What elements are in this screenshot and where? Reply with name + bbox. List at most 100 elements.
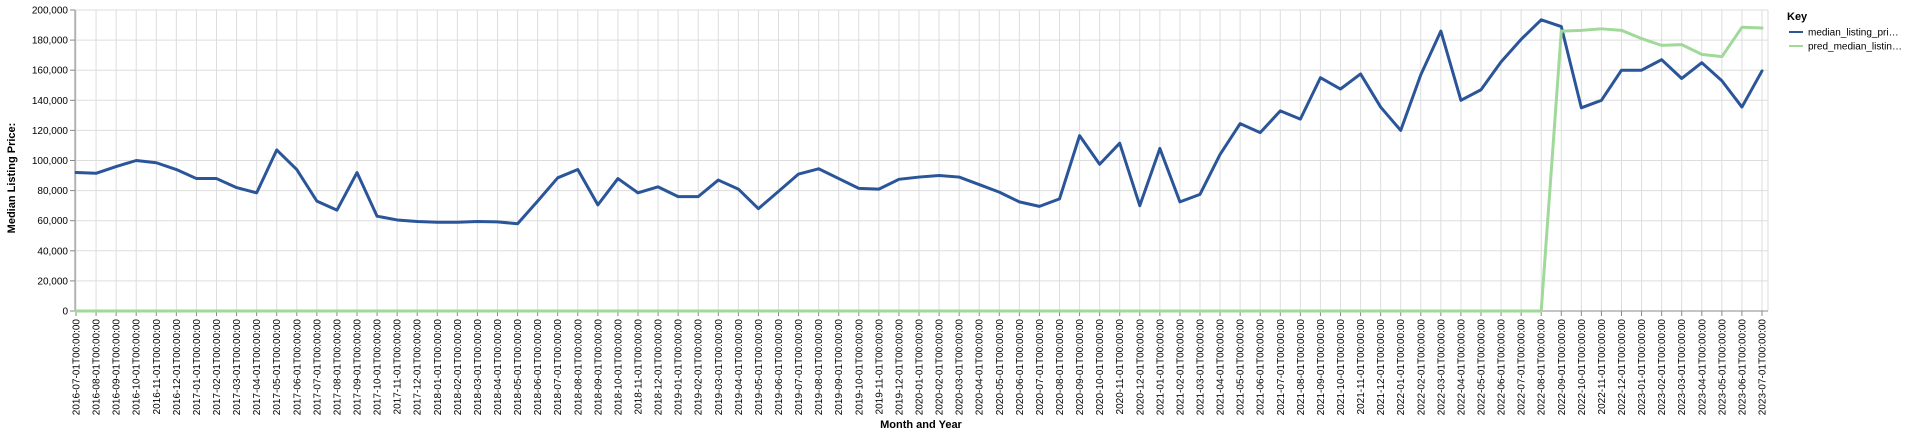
x-tick-label: 2017-02-01T00:00:00 — [212, 319, 223, 416]
x-tick-label: 2019-01-01T00:00:00 — [674, 319, 685, 416]
x-tick-label: 2019-08-01T00:00:00 — [814, 319, 825, 416]
x-tick-label: 2021-05-01T00:00:00 — [1236, 319, 1247, 416]
x-tick-label: 2019-09-01T00:00:00 — [834, 319, 845, 416]
x-tick-label: 2017-11-01T00:00:00 — [393, 319, 404, 415]
x-tick-label: 2023-04-01T00:00:00 — [1697, 319, 1708, 416]
y-tick-label: 20,000 — [37, 276, 68, 287]
x-tick-label: 2019-04-01T00:00:00 — [734, 319, 745, 416]
x-tick-label: 2020-12-01T00:00:00 — [1135, 319, 1146, 416]
x-tick-label: 2017-06-01T00:00:00 — [292, 319, 303, 416]
x-tick-label: 2017-04-01T00:00:00 — [252, 319, 263, 416]
x-tick-label: 2020-04-01T00:00:00 — [975, 319, 986, 416]
x-tick-label: 2018-11-01T00:00:00 — [634, 319, 645, 415]
x-tick-label: 2019-02-01T00:00:00 — [694, 319, 705, 416]
x-tick-label: 2021-09-01T00:00:00 — [1316, 319, 1327, 416]
x-tick-label: 2019-05-01T00:00:00 — [754, 319, 765, 416]
x-tick-label: 2018-03-01T00:00:00 — [473, 319, 484, 416]
x-tick-label: 2023-07-01T00:00:00 — [1758, 319, 1769, 416]
x-tick-label: 2022-11-01T00:00:00 — [1597, 319, 1608, 415]
x-tick-label: 2020-02-01T00:00:00 — [935, 319, 946, 416]
x-tick-label: 2017-12-01T00:00:00 — [413, 319, 424, 416]
y-axis: 0 20,000 40,000 60,000 80,000 100,000 120,000 1… — [32, 6, 76, 318]
x-tick-label: 2020-01-01T00:00:00 — [915, 319, 926, 416]
x-tick-label: 2021-08-01T00:00:00 — [1296, 319, 1307, 416]
x-tick-label: 2018-04-01T00:00:00 — [493, 319, 504, 416]
y-tick-label: 80,000 — [37, 186, 68, 197]
x-tick-label: 2021-10-01T00:00:00 — [1336, 319, 1347, 416]
x-tick-label: 2018-06-01T00:00:00 — [533, 319, 544, 416]
x-tick-label: 2020-09-01T00:00:00 — [1075, 319, 1086, 416]
y-tick-label: 60,000 — [37, 216, 68, 227]
x-tick-label: 2022-06-01T00:00:00 — [1497, 319, 1508, 416]
x-tick-label: 2019-07-01T00:00:00 — [794, 319, 805, 416]
x-tick-label: 2017-10-01T00:00:00 — [373, 319, 384, 416]
x-tick-label: 2019-12-01T00:00:00 — [894, 319, 905, 416]
x-tick-label: 2021-07-01T00:00:00 — [1276, 319, 1287, 416]
x-tick-label: 2020-05-01T00:00:00 — [995, 319, 1006, 416]
x-tick-label: 2020-06-01T00:00:00 — [1015, 319, 1026, 416]
x-tick-label: 2023-06-01T00:00:00 — [1737, 319, 1748, 416]
x-tick-label: 2021-12-01T00:00:00 — [1376, 319, 1387, 416]
x-tick-label: 2019-10-01T00:00:00 — [854, 319, 865, 416]
x-tick-label: 2023-03-01T00:00:00 — [1677, 319, 1688, 416]
y-tick-label: 120,000 — [32, 126, 69, 137]
x-tick-label: 2018-07-01T00:00:00 — [553, 319, 564, 416]
y-axis-title: Median Listing Price: — [6, 123, 18, 234]
x-tick-label: 2022-05-01T00:00:00 — [1477, 319, 1488, 416]
x-tick-label: 2020-10-01T00:00:00 — [1095, 319, 1106, 416]
y-tick-label: 180,000 — [32, 36, 69, 47]
gridlines — [75, 9, 1769, 312]
x-tick-label: 2016-09-01T00:00:00 — [112, 319, 123, 416]
series-line-2 — [74, 25, 1764, 313]
y-tick-label: 200,000 — [32, 6, 69, 17]
x-tick-label: 2022-12-01T00:00:00 — [1617, 319, 1628, 416]
x-tick-label: 2016-08-01T00:00:00 — [92, 319, 103, 416]
x-tick-label: 2021-04-01T00:00:00 — [1216, 319, 1227, 416]
x-tick-label: 2017-07-01T00:00:00 — [312, 319, 323, 416]
x-tick-label: 2018-10-01T00:00:00 — [613, 319, 624, 416]
x-tick-label: 2022-10-01T00:00:00 — [1577, 319, 1588, 416]
y-tick-label: 140,000 — [32, 96, 69, 107]
x-tick-label: 2021-11-01T00:00:00 — [1356, 319, 1367, 415]
x-tick-label: 2020-03-01T00:00:00 — [955, 319, 966, 416]
x-tick-label: 2019-06-01T00:00:00 — [774, 319, 785, 416]
x-tick-label: 2022-07-01T00:00:00 — [1517, 319, 1528, 416]
x-axis: 2016-07-01T00:00:00 2016-08-01T00:00:00 20… — [72, 310, 1769, 416]
x-tick-label: 2023-01-01T00:00:00 — [1637, 319, 1648, 416]
x-tick-label: 2017-08-01T00:00:00 — [332, 319, 343, 416]
y-tick-label: 100,000 — [32, 156, 69, 167]
x-axis-title: Month and Year — [880, 419, 962, 431]
series-layer — [74, 18, 1764, 313]
x-tick-label: 2018-08-01T00:00:00 — [573, 319, 584, 416]
legend-title: Key — [1787, 11, 1808, 23]
x-tick-label: 2018-02-01T00:00:00 — [453, 319, 464, 416]
x-tick-label: 2023-05-01T00:00:00 — [1717, 319, 1728, 416]
x-tick-label: 2018-05-01T00:00:00 — [513, 319, 524, 416]
x-tick-label: 2016-10-01T00:00:00 — [132, 319, 143, 416]
x-tick-label: 2018-09-01T00:00:00 — [593, 319, 604, 416]
y-tick-label: 160,000 — [32, 66, 69, 77]
x-tick-label: 2022-03-01T00:00:00 — [1436, 319, 1447, 416]
x-tick-label: 2018-01-01T00:00:00 — [433, 319, 444, 416]
x-tick-label: 2022-09-01T00:00:00 — [1557, 319, 1568, 416]
series-line-1 — [74, 18, 1764, 226]
x-tick-label: 2021-06-01T00:00:00 — [1256, 319, 1267, 416]
x-tick-label: 2021-01-01T00:00:00 — [1155, 319, 1166, 416]
x-tick-label: 2017-03-01T00:00:00 — [232, 319, 243, 416]
x-tick-label: 2022-04-01T00:00:00 — [1456, 319, 1467, 416]
x-tick-label: 2016-11-01T00:00:00 — [152, 319, 163, 415]
x-tick-label: 2021-03-01T00:00:00 — [1196, 319, 1207, 416]
x-tick-label: 2020-07-01T00:00:00 — [1035, 319, 1046, 416]
x-tick-label: 2017-05-01T00:00:00 — [272, 319, 283, 416]
x-tick-label: 2022-08-01T00:00:00 — [1537, 319, 1548, 416]
x-tick-label: 2018-12-01T00:00:00 — [654, 319, 665, 416]
y-tick-label: 0 — [62, 307, 68, 318]
x-tick-label: 2022-02-01T00:00:00 — [1416, 319, 1427, 416]
legend: Key median_listing_pri… pred_median_listi… — [1787, 11, 1902, 53]
x-tick-label: 2022-01-01T00:00:00 — [1396, 319, 1407, 416]
x-tick-label: 2016-12-01T00:00:00 — [172, 319, 183, 416]
x-tick-label: 2021-02-01T00:00:00 — [1175, 319, 1186, 416]
x-tick-label: 2023-02-01T00:00:00 — [1657, 319, 1668, 416]
legend-label-1: median_listing_pri… — [1808, 28, 1899, 39]
